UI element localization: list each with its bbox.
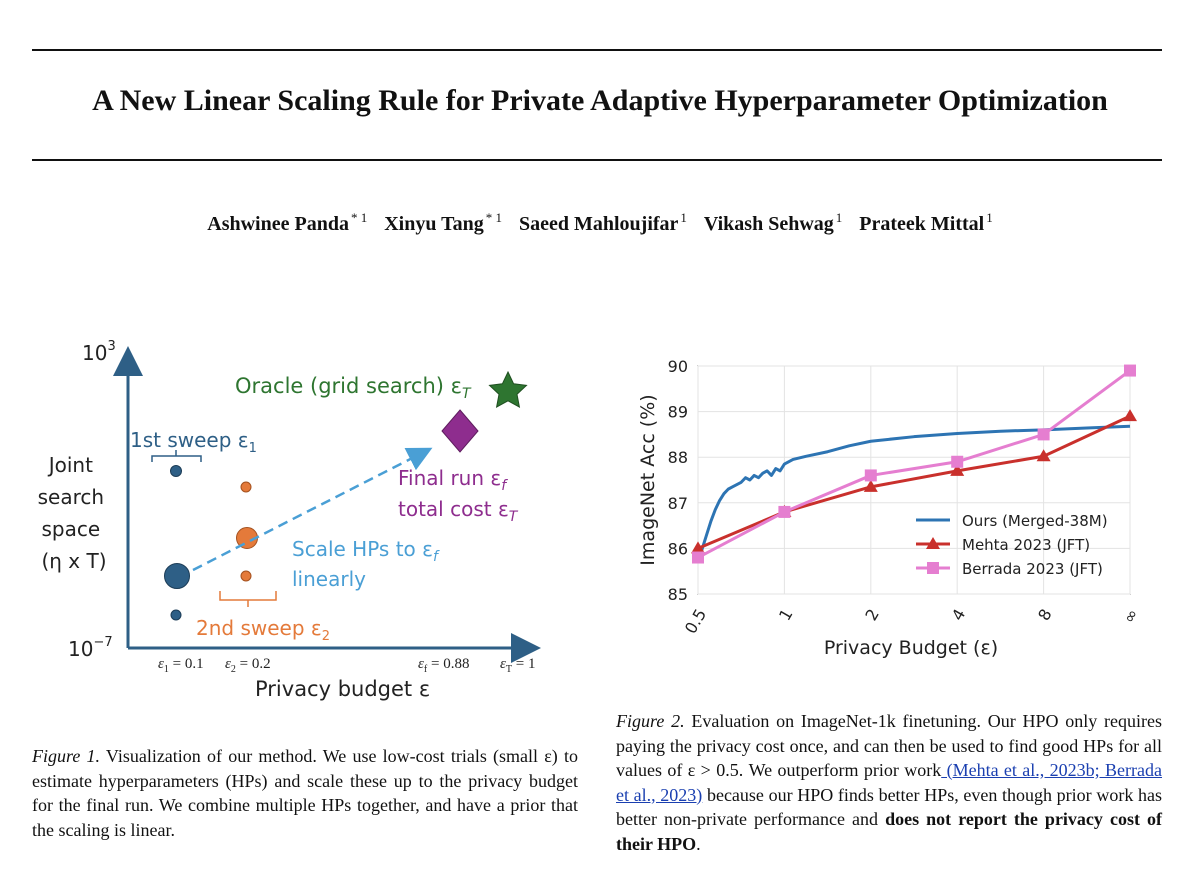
chart-ylabel: ImageNet Acc (%) bbox=[637, 394, 659, 565]
data-point-triangle bbox=[926, 537, 940, 549]
figure2-caption-end: . bbox=[696, 833, 701, 854]
data-point-triangle bbox=[1123, 409, 1137, 422]
figure1-caption-label: Figure 1. bbox=[32, 746, 101, 766]
x-axis-label: Privacy budget ε bbox=[255, 677, 430, 701]
paper-title: A New Linear Scaling Rule for Private Ad… bbox=[92, 84, 1108, 117]
y-tick-label: 85 bbox=[668, 585, 688, 604]
y-tick-label: 89 bbox=[668, 403, 688, 422]
figure2-caption-bold: does not report the privacy cost of thei… bbox=[616, 809, 1163, 854]
chart-xlabel: Privacy Budget (ε) bbox=[824, 637, 998, 659]
sweep1-bracket bbox=[151, 450, 202, 462]
series-line bbox=[697, 369, 1131, 559]
author: Vikash Sehwag 1 bbox=[703, 210, 843, 235]
legend-label: Mehta 2023 (JFT) bbox=[962, 536, 1090, 554]
figure2-chart: 85 86 87 88 89 90 0.5 1 2 4 8 ∞ ImageNet Acc (%) Pr… bbox=[637, 357, 1142, 659]
figure2-caption: Figure 2. Evaluation on ImageNet-1k fine… bbox=[616, 709, 1162, 856]
series-line bbox=[696, 424, 1131, 563]
x-tick-label: 4 bbox=[948, 606, 970, 624]
x-tick-epsf: εf = 0.88 bbox=[418, 656, 469, 675]
data-point-square bbox=[927, 562, 939, 574]
sweep1-point-bottom bbox=[170, 609, 182, 621]
author: Prateek Mittal 1 bbox=[859, 210, 993, 235]
sweep2-bracket bbox=[219, 591, 277, 607]
legend-label: Ours (Merged-38M) bbox=[962, 512, 1108, 530]
final-run-diamond bbox=[441, 409, 479, 453]
figure1-diagram: 103 10−7 Joint search space (η x T) Priv… bbox=[38, 339, 541, 701]
x-tick-label: 8 bbox=[1034, 606, 1056, 624]
x-tick-label: 2 bbox=[861, 606, 883, 624]
x-tick-eps1: ε1 = 0.1 bbox=[158, 656, 204, 675]
figure1-caption-text: Visualization of our method. We use low-… bbox=[32, 746, 578, 840]
x-tick-eps2: ε2 = 0.2 bbox=[225, 656, 271, 675]
data-point-square bbox=[778, 505, 791, 518]
author: Xinyu Tang * 1 bbox=[384, 210, 502, 235]
data-point-triangle bbox=[950, 463, 965, 476]
oracle-star bbox=[488, 370, 528, 408]
x-tick-label: 0.5 bbox=[681, 606, 710, 638]
data-point-square bbox=[951, 455, 964, 468]
citation-link[interactable]: (Mehta et al., 2023b; Berrada et al., 20… bbox=[616, 760, 1163, 805]
y-tick-label: 86 bbox=[668, 539, 688, 558]
data-point-square bbox=[1037, 428, 1050, 441]
x-tick-label: ∞ bbox=[1119, 606, 1142, 627]
data-point-square bbox=[1124, 364, 1136, 377]
total-cost-label: total cost εT bbox=[398, 497, 519, 525]
scale-arrow bbox=[192, 447, 433, 572]
y-tick-label: 88 bbox=[668, 448, 688, 467]
y-top-label: 103 bbox=[82, 339, 116, 365]
sweep1-label: 1st sweep ε1 bbox=[130, 428, 257, 456]
linearly-label: linearly bbox=[292, 567, 366, 591]
scale-label: Scale HPs to εf bbox=[292, 537, 440, 565]
y-tick-label: 90 bbox=[668, 357, 688, 376]
figure2-caption-text-b: because our HPO finds better HPs, even t… bbox=[616, 784, 1162, 830]
author: Ashwinee Panda * 1 bbox=[207, 210, 368, 235]
sweep2-label: 2nd sweep ε2 bbox=[196, 616, 330, 644]
legend-label: Berrada 2023 (JFT) bbox=[962, 560, 1103, 578]
author-list: Ashwinee Panda * 1 Xinyu Tang * 1 Saeed Ma… bbox=[0, 210, 1200, 236]
sweep2-point-bottom bbox=[240, 570, 252, 582]
author: Saeed Mahloujifar 1 bbox=[518, 210, 687, 235]
final-run-label: Final run εf bbox=[398, 466, 508, 494]
data-point-triangle bbox=[863, 479, 878, 492]
top-rule bbox=[32, 49, 1162, 51]
data-point-triangle bbox=[691, 541, 705, 554]
sweep2-point-top bbox=[240, 481, 252, 493]
sweep1-point-top bbox=[170, 465, 182, 477]
title-bottom-rule bbox=[32, 159, 1162, 161]
y-bottom-label: 10−7 bbox=[68, 635, 113, 661]
data-point-triangle bbox=[1036, 449, 1051, 462]
y-axis-label: Joint search space (η x T) bbox=[38, 453, 111, 573]
oracle-label: Oracle (grid search) εT bbox=[235, 374, 472, 402]
x-tick-label: 1 bbox=[775, 606, 797, 624]
x-tick-epsT: εT = 1 bbox=[500, 656, 536, 675]
chart-legend: Ours (Merged-38M) Mehta 2023 (JFT) Berrada… bbox=[916, 512, 1108, 578]
sweep1-point-mid bbox=[164, 563, 190, 589]
figure2-caption-text: Evaluation on ImageNet-1k finetuning. Ou… bbox=[616, 711, 1163, 780]
y-tick-label: 87 bbox=[668, 494, 688, 513]
figure2-caption-label: Figure 2. bbox=[616, 711, 685, 731]
data-point-square bbox=[864, 469, 877, 482]
figure1-caption: Figure 1. Visualization of our method. W… bbox=[32, 744, 578, 842]
data-point-square bbox=[692, 551, 704, 564]
